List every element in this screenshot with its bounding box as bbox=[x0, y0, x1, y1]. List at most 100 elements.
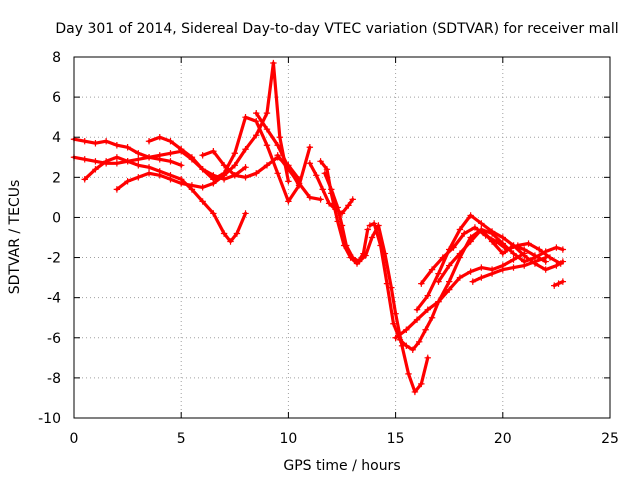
data-point bbox=[325, 200, 333, 207]
data-point bbox=[156, 134, 163, 141]
data-point bbox=[242, 210, 249, 217]
data-point bbox=[92, 158, 99, 165]
data-point bbox=[499, 250, 506, 257]
data-point bbox=[124, 178, 131, 185]
data-point bbox=[113, 160, 121, 167]
y-tick-label: -6 bbox=[47, 331, 61, 347]
data-point bbox=[113, 142, 121, 149]
data-point bbox=[521, 252, 528, 259]
data-point bbox=[368, 234, 376, 241]
data-point bbox=[81, 156, 88, 163]
data-point bbox=[542, 254, 549, 261]
data-point bbox=[536, 246, 543, 253]
data-point bbox=[439, 254, 446, 261]
data-point bbox=[478, 226, 485, 233]
data-point bbox=[167, 138, 174, 145]
data-point bbox=[559, 246, 567, 253]
data-point bbox=[328, 186, 335, 193]
data-point bbox=[551, 282, 558, 289]
series-track-p bbox=[435, 226, 567, 285]
data-point bbox=[145, 170, 153, 177]
data-point bbox=[478, 264, 485, 271]
data-point bbox=[422, 326, 429, 333]
data-point bbox=[435, 278, 442, 285]
data-point bbox=[446, 262, 453, 269]
data-point bbox=[113, 186, 121, 193]
data-point bbox=[488, 270, 496, 277]
plot-frame bbox=[73, 56, 611, 419]
data-point bbox=[145, 164, 153, 171]
series-line bbox=[323, 171, 430, 394]
data-point bbox=[276, 134, 284, 141]
data-point bbox=[124, 144, 131, 151]
data-point bbox=[478, 274, 485, 281]
data-point bbox=[428, 314, 436, 321]
data-point bbox=[270, 59, 277, 67]
data-point bbox=[456, 226, 464, 233]
data-point bbox=[428, 266, 436, 273]
data-point bbox=[499, 266, 506, 273]
y-tick-label: -2 bbox=[47, 251, 61, 267]
data-point bbox=[306, 194, 314, 201]
data-point bbox=[253, 170, 260, 177]
data-point bbox=[392, 334, 399, 341]
data-point bbox=[403, 342, 410, 349]
data-point bbox=[242, 146, 249, 153]
data-point bbox=[338, 222, 346, 229]
data-point bbox=[383, 280, 391, 287]
data-point bbox=[349, 254, 356, 261]
data-point bbox=[253, 109, 260, 117]
data-point bbox=[499, 240, 506, 247]
data-point bbox=[510, 256, 517, 263]
data-point bbox=[531, 258, 539, 265]
data-point bbox=[81, 176, 88, 183]
series-track-d bbox=[113, 59, 292, 193]
series-line bbox=[419, 225, 563, 286]
data-point bbox=[370, 220, 378, 227]
series-track-h bbox=[274, 152, 324, 203]
data-point bbox=[156, 152, 163, 159]
x-tick-label: 10 bbox=[279, 431, 297, 447]
data-point bbox=[102, 158, 110, 165]
data-point bbox=[306, 144, 314, 151]
data-point bbox=[411, 388, 419, 396]
data-point bbox=[461, 230, 468, 237]
data-point bbox=[396, 336, 404, 343]
data-point bbox=[253, 117, 260, 125]
data-point bbox=[263, 162, 271, 169]
data-point bbox=[231, 162, 238, 169]
data-point bbox=[405, 370, 412, 378]
data-point bbox=[199, 184, 206, 191]
x-tick-label: 0 bbox=[70, 431, 79, 447]
data-point bbox=[135, 162, 142, 169]
data-point bbox=[343, 242, 350, 249]
data-point bbox=[418, 280, 425, 287]
data-point bbox=[553, 262, 560, 269]
data-point bbox=[450, 244, 457, 251]
series-line bbox=[115, 61, 290, 191]
data-point bbox=[92, 166, 99, 173]
data-point bbox=[446, 278, 453, 285]
x-axis-label: GPS time / hours bbox=[283, 458, 400, 474]
data-point bbox=[366, 222, 374, 229]
data-point bbox=[409, 346, 416, 354]
data-point bbox=[555, 280, 562, 287]
data-point bbox=[349, 196, 356, 203]
chart-title: Day 301 of 2014, Sidereal Day-to-day VTE… bbox=[55, 21, 618, 37]
y-tick-label: -4 bbox=[47, 291, 61, 307]
data-point bbox=[456, 274, 464, 281]
data-point bbox=[274, 142, 281, 149]
data-point bbox=[317, 158, 324, 165]
series-track-k bbox=[321, 170, 431, 396]
data-point bbox=[167, 150, 174, 157]
data-point bbox=[253, 132, 260, 139]
data-point bbox=[415, 338, 423, 345]
y-tick-label: 8 bbox=[52, 50, 61, 66]
data-point bbox=[321, 170, 329, 177]
data-point bbox=[231, 150, 238, 157]
data-point bbox=[435, 270, 442, 277]
data-point bbox=[424, 292, 431, 299]
data-point bbox=[418, 380, 425, 388]
data-point bbox=[521, 246, 528, 253]
data-point bbox=[285, 178, 292, 185]
